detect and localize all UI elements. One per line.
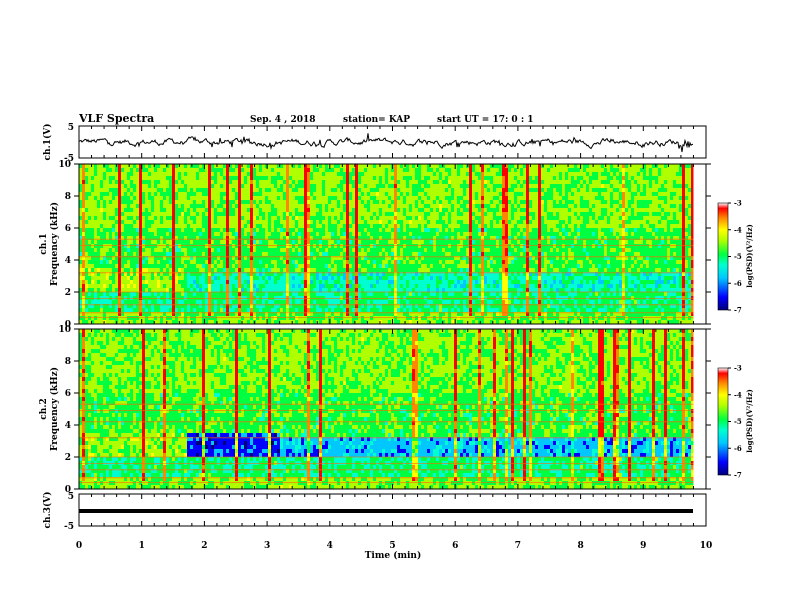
ch3-ytick-bottom: -5 [64,522,74,532]
colorbar-1-bar [717,202,729,311]
spec2-yticks-label-4: 8 [65,357,71,367]
spec1-yticks-label-4: 8 [65,192,71,202]
ch1-spectrogram-image [79,164,706,324]
ch3-ytick-top: 5 [68,492,74,502]
cb2-ticks-label-2: -5 [734,417,742,426]
ch1-ytick-bottom: -5 [64,154,74,164]
cb2-ticks-label-0: -3 [734,364,742,373]
cb1-ticks-label-2: -5 [734,252,742,261]
spec2-yticks-label-1: 2 [65,453,71,463]
ch3-ylabel: ch.3(V) [42,492,53,529]
cb1-ticks-label-1: -4 [734,225,742,234]
ch2-spectrogram-panel: 0 2 4 6 8 10 ch.2 Frequency (kHz) [39,325,711,495]
x-tick-labels: 0 1 2 3 4 5 6 7 8 9 10 [76,541,712,551]
ch1-waveform-trace [78,133,694,153]
cb2-ticks-label-4: -7 [734,471,742,480]
cb1-ticks-label-4: -7 [734,306,742,315]
x-tick-label-10: 10 [700,541,713,551]
ch1-spec-ylabel-top: ch.1 [39,233,49,254]
cb1-ticks-label-3: -6 [734,279,742,288]
ch2-spec-ylabel-top: ch.2 [39,398,49,419]
cb2-ticks-label-3: -6 [734,444,742,453]
spec1-yticks-label-5: 10 [58,160,71,170]
x-tick-label-0: 0 [76,541,82,551]
x-tick-label-4: 4 [327,541,333,551]
x-tick-label-6: 6 [452,541,458,551]
cb1-ticks-label-0: -3 [734,199,742,208]
spec1-yticks-label-1: 2 [65,288,71,298]
ch1-spec-ylabel: Frequency (kHz) [49,202,60,286]
figure-title: VLF Spectra [78,112,154,125]
colorbar-2-bar [717,367,729,476]
x-tick-label-2: 2 [201,541,207,551]
ch1-ytick-top: 5 [68,123,74,133]
ch1-spectrogram-panel: 0 2 4 6 8 10 ch.1 Frequency (kHz) [39,160,711,330]
x-tick-label-8: 8 [577,541,583,551]
ch2-spectrogram-image [79,329,706,489]
spec1-yticks-label-0: 0 [65,320,71,330]
x-tick-label-7: 7 [515,541,521,551]
spec1-yticks-label-2: 4 [65,256,71,266]
x-tick-label-1: 1 [139,541,145,551]
spec2-yticks-label-5: 10 [58,325,71,335]
station-label: station= KAP [343,115,410,125]
spec2-yticks-label-0: 0 [65,485,71,495]
colorbar-2-label: log(PSD)(V²/Hz) [745,389,754,453]
date-label: Sep. 4 , 2018 [250,115,316,125]
x-tick-label-3: 3 [264,541,270,551]
spec2-yticks-label-2: 4 [65,421,71,431]
x-ticks [78,126,707,526]
ch1-ylabel: ch.1(V) [42,124,53,161]
x-tick-label-9: 9 [640,541,646,551]
colorbar-1-label: log(PSD)(V²/Hz) [745,224,754,288]
x-axis-label: Time (min) [365,550,422,561]
spec2-yticks-label-3: 6 [65,389,71,399]
x-tick-label-5: 5 [389,541,395,551]
colorbar-1: -3 -4 -5 -6 -7 log(PSD)(V²/Hz) [717,199,754,315]
cb2-ticks-label-1: -4 [734,390,742,399]
colorbar-2: -3 -4 -5 -6 -7 log(PSD)(V²/Hz) [717,364,754,480]
spec1-yticks-label-3: 6 [65,224,71,234]
ch2-spec-ylabel: Frequency (kHz) [49,367,60,451]
start-time-label: start UT = 17: 0 : 1 [437,115,534,125]
